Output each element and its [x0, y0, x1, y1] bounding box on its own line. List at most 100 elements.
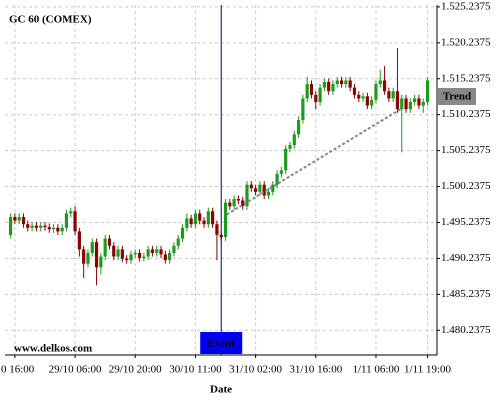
y-tick-label: 1.520.2375: [441, 36, 491, 48]
candle-body: [94, 242, 99, 268]
x-tick-label: 31/10 02:00: [229, 364, 282, 376]
candle-body: [271, 184, 275, 192]
candle-body: [129, 254, 133, 261]
candle-body: [47, 227, 51, 230]
candle-body: [168, 252, 172, 261]
candle-body: [374, 84, 378, 100]
candle-body: [425, 80, 430, 103]
candle-body: [284, 148, 288, 171]
candle-body: [335, 80, 339, 85]
candle-body: [357, 94, 361, 99]
candle-body: [176, 238, 180, 246]
candle-body: [258, 184, 262, 192]
candle-body: [21, 217, 26, 225]
candle-body: [404, 98, 408, 110]
y-tick-label: 1.495.2375: [441, 216, 491, 228]
candle-body: [30, 225, 34, 228]
y-tick-label: 1.505.2375: [441, 144, 491, 156]
candle-body: [163, 254, 167, 261]
candle-body: [86, 252, 90, 264]
y-tick-label: 1.525.2375: [441, 0, 491, 12]
candle-body: [309, 84, 314, 95]
candle-body: [305, 84, 309, 99]
y-tick-label: 1.485.2375: [441, 288, 491, 300]
candle-body: [301, 98, 305, 120]
candle-body: [339, 80, 344, 85]
candle-body: [39, 225, 43, 228]
trend-label: Trend: [443, 91, 471, 103]
candle-body: [365, 96, 369, 106]
trend-line: [226, 106, 404, 216]
candle-body: [344, 80, 348, 85]
candle-body: [112, 245, 116, 257]
candle-body: [361, 96, 365, 99]
candle-body: [107, 238, 112, 246]
candle-body: [348, 80, 352, 88]
candle-body: [137, 252, 142, 258]
candle-body: [133, 252, 137, 255]
candle-body: [13, 217, 17, 221]
x-axis-title: Date: [210, 384, 232, 396]
candle-body: [34, 225, 38, 228]
y-tick-label: 1.500.2375: [441, 180, 491, 192]
x-tick-label: 1/11 06:00: [352, 364, 399, 376]
x-tick-label: 29/10 06:00: [49, 364, 102, 376]
candle-body: [288, 145, 292, 149]
candle-body: [185, 218, 189, 228]
candle-body: [421, 102, 425, 106]
candle-body: [64, 213, 69, 228]
candle-body: [43, 225, 47, 228]
candle-body: [56, 227, 60, 232]
y-tick-label: 1.510.2375: [441, 108, 491, 120]
candle-body: [331, 84, 335, 92]
watermark: www.delkos.com: [14, 343, 92, 355]
candle-body: [408, 102, 412, 110]
candle-body: [146, 249, 150, 257]
candle-body: [417, 98, 421, 106]
x-tick-label: 1/11 19:00: [404, 364, 451, 376]
candle-body: [180, 227, 185, 239]
candle-body: [318, 87, 322, 103]
candle-body: [99, 256, 103, 268]
candle-body: [292, 134, 296, 146]
x-tick-label: 30/10 11:00: [169, 364, 222, 376]
candle-body: [202, 220, 206, 225]
y-tick-label: 1.515.2375: [441, 72, 491, 84]
candle-body: [266, 191, 271, 196]
candle-body: [116, 249, 120, 257]
candle-body: [17, 217, 21, 221]
candle-body: [296, 119, 301, 135]
candle-body: [142, 256, 146, 258]
candle-body: [352, 87, 357, 95]
candle-body: [413, 98, 417, 103]
candle-body: [172, 245, 176, 253]
candle-body: [400, 98, 404, 110]
candle-body: [232, 199, 236, 207]
candle-body: [90, 242, 94, 253]
candle-body: [77, 231, 81, 250]
y-tick-label: 1.480.2375: [441, 324, 491, 336]
candle-body: [322, 81, 326, 88]
candle-body: [236, 199, 241, 201]
candle-body: [228, 202, 232, 207]
candle-body: [395, 91, 400, 110]
candle-body: [8, 217, 13, 235]
event-label: Event: [207, 338, 235, 350]
candle-body: [245, 184, 249, 207]
candle-body: [249, 184, 253, 189]
candle-body: [327, 81, 331, 92]
candle-body: [382, 80, 387, 92]
candle-body: [215, 224, 219, 235]
y-tick-label: 1.490.2375: [441, 252, 491, 264]
candle-body: [159, 249, 163, 255]
chart-title: GC 60 (COMEX): [9, 14, 92, 26]
candle-body: [378, 80, 382, 85]
candle-body: [387, 91, 391, 99]
candle-body: [193, 213, 198, 225]
x-tick-label: 31/10 16:00: [289, 364, 342, 376]
candle-body: [189, 218, 193, 225]
candle-body: [73, 211, 77, 232]
candle-body: [69, 211, 73, 214]
candle-body: [125, 258, 129, 261]
